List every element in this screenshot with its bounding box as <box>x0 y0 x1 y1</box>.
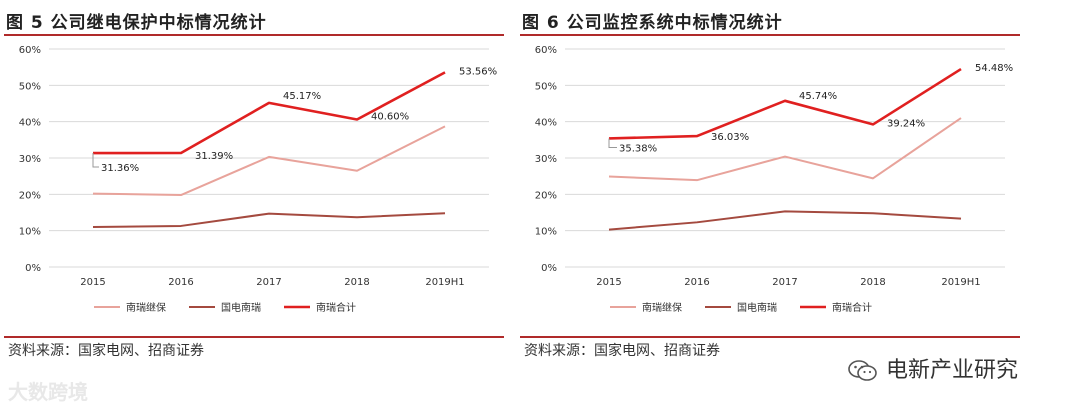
series-line-3 <box>608 67 962 140</box>
line-chart-monitoring-system: 0% 10% 20% 30% 40% 50% 60% 2015 2016 2017 2018 2019… <box>535 45 1013 314</box>
x-tick-label: 2018 <box>860 277 885 288</box>
data-label: 45.17% <box>283 91 321 102</box>
title-rule <box>520 34 1020 36</box>
x-tick-label: 2015 <box>80 277 105 288</box>
data-label: 39.24% <box>887 118 925 129</box>
y-tick-label: 0% <box>25 263 41 274</box>
x-tick-label: 2016 <box>684 277 709 288</box>
y-tick-label: 40% <box>535 118 557 129</box>
x-tick-label: 2017 <box>256 277 281 288</box>
legend-label: 国电南瑞 <box>737 301 777 314</box>
chart-source: 资料来源：国家电网、招商证券 <box>524 343 720 359</box>
y-tick-label: 20% <box>535 190 557 201</box>
x-tick-label: 2015 <box>596 277 621 288</box>
line-chart-relay-protection: 0% 10% 20% 30% 40% 50% 60% 2015 2016 2017 2018 2019… <box>19 45 497 314</box>
y-tick-label: 30% <box>535 154 557 165</box>
x-tick-label: 2017 <box>772 277 797 288</box>
chart-panel-monitoring-system: 图 6 公司监控系统中标情况统计 0% 10% 20% 30% 40% 50% 60% 201… <box>520 0 1040 412</box>
chart-title: 图 5 公司继电保护中标情况统计 <box>6 13 267 33</box>
chart-panel-relay-protection: 图 5 公司继电保护中标情况统计 0% 10% 20% 30% 40% 50% 60% 201… <box>4 0 524 412</box>
y-tick-label: 60% <box>19 45 41 56</box>
y-tick-label: 20% <box>19 190 41 201</box>
y-tick-label: 30% <box>19 154 41 165</box>
y-tick-label: 10% <box>535 227 557 238</box>
legend-label: 南瑞继保 <box>642 301 682 314</box>
series-line-2 <box>92 212 446 229</box>
series-line-1 <box>92 125 446 197</box>
legend-label: 国电南瑞 <box>221 301 261 314</box>
data-label-leader <box>92 153 99 168</box>
bottom-rule <box>520 336 1020 338</box>
data-label: 31.39% <box>195 151 233 162</box>
watermark: 大数跨境 <box>8 380 88 404</box>
data-label: 53.56% <box>459 66 497 77</box>
series-line-1 <box>608 117 962 182</box>
series-line-2 <box>608 210 962 231</box>
y-tick-label: 10% <box>19 227 41 238</box>
y-tick-label: 50% <box>19 81 41 92</box>
x-tick-label: 2019H1 <box>941 277 980 288</box>
x-tick-label: 2019H1 <box>425 277 464 288</box>
legend-label: 南瑞继保 <box>126 301 166 314</box>
y-tick-label: 50% <box>535 81 557 92</box>
data-label: 45.74% <box>799 91 837 102</box>
data-label: 31.36% <box>101 163 139 174</box>
brand-footer: 电新产业研究 <box>848 352 1018 384</box>
series-line-3 <box>92 71 446 155</box>
brand-name: 电新产业研究 <box>886 358 1019 383</box>
data-label: 40.60% <box>371 111 409 122</box>
data-label: 35.38% <box>619 143 657 154</box>
bottom-rule <box>4 336 504 338</box>
data-label-leader <box>608 138 617 148</box>
y-tick-label: 40% <box>19 118 41 129</box>
wechat-icon <box>848 360 877 381</box>
legend-label: 南瑞合计 <box>316 301 356 314</box>
x-tick-label: 2018 <box>344 277 369 288</box>
data-label: 54.48% <box>975 63 1013 74</box>
chart-source: 资料来源：国家电网、招商证券 <box>8 343 204 359</box>
x-tick-label: 2016 <box>168 277 193 288</box>
chart-title: 图 6 公司监控系统中标情况统计 <box>522 13 783 33</box>
title-rule <box>4 34 504 36</box>
legend-label: 南瑞合计 <box>832 301 872 314</box>
y-tick-label: 60% <box>535 45 557 56</box>
data-label: 36.03% <box>711 132 749 143</box>
y-tick-label: 0% <box>541 263 557 274</box>
